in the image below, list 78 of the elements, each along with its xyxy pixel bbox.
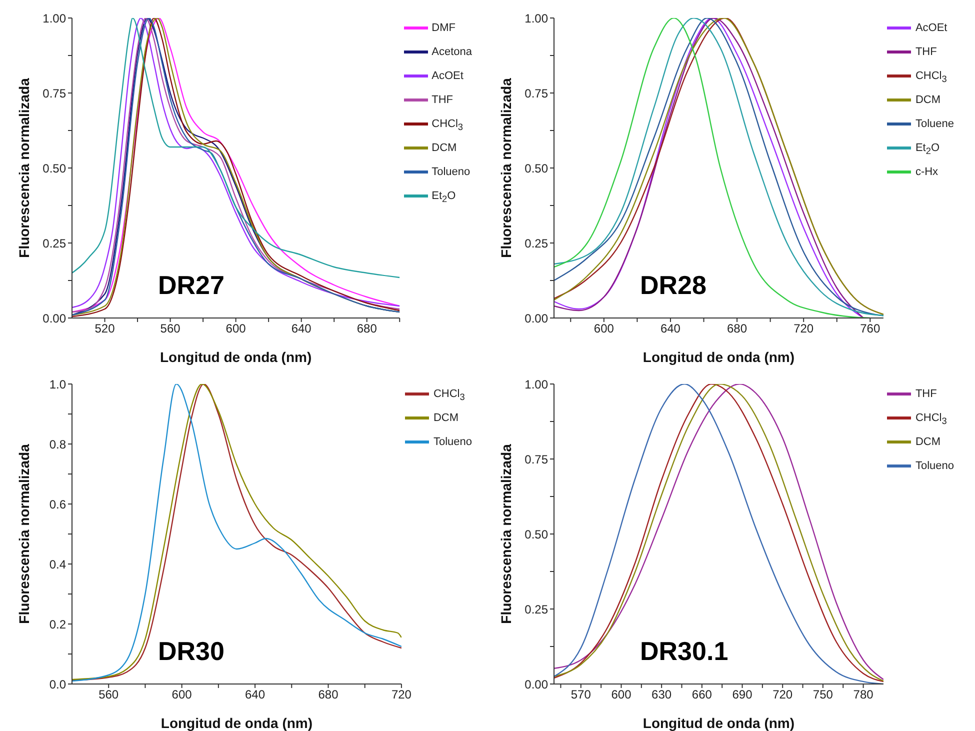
y-tick-label: 1.00 [524,11,548,26]
y-tick-label: 0.75 [524,86,548,100]
legend-label: CHCl$_{3}$ [432,118,463,132]
x-tick-label: 640 [291,322,312,336]
x-tick-label: 680 [356,322,378,336]
x-tick-label: 720 [772,688,793,702]
x-tick-label: 600 [172,688,192,702]
y-axis-title: Fluorescencia normalizada [498,444,514,624]
x-axis-title: Longitud de onda (nm) [160,348,312,365]
legend-label: Acetona [432,46,472,58]
legend-label: CHCl$_{3}$ [915,70,947,84]
x-tick-label: 780 [853,688,874,702]
legend-label: Tolueno [915,460,954,472]
x-tick-label: 640 [660,322,681,336]
legend-label: Tolueno [433,436,472,448]
legend-label: THF [432,94,454,106]
x-tick-label: 600 [594,322,614,336]
x-tick-label: 760 [860,322,880,336]
y-tick-label: 0.25 [42,236,66,250]
x-axis-title: Longitud de onda (nm) [642,348,795,365]
y-tick-label: 0.25 [524,602,548,616]
x-tick-label: 720 [794,322,814,336]
y-tick-label: 0.25 [524,236,548,250]
y-tick-label: 0.75 [42,86,66,100]
legend-label: AcOEt [432,70,464,82]
annotation: DR27 [158,270,224,301]
x-tick-label: 720 [391,688,412,702]
y-tick-label: 0.2 [49,617,66,632]
legend-label: Toluene [915,118,954,130]
y-tick-label: 0.4 [49,557,66,572]
y-tick-label: 1.0 [49,377,66,392]
x-tick-label: 630 [652,688,672,702]
legend-label: c-Hx [915,166,938,178]
legend-label: THF [915,388,937,400]
x-tick-label: 750 [812,688,834,702]
y-tick-label: 0.50 [42,161,66,176]
legend-label: Et$_{2}$O [432,190,456,204]
y-tick-label: 1.00 [524,377,548,392]
x-tick-label: 560 [160,322,181,336]
legend-label: CHCl$_{3}$ [915,412,947,426]
y-tick-label: 1.00 [42,11,66,26]
legend-label: CHCl$_{3}$ [433,388,465,402]
x-tick-label: 600 [226,322,246,336]
legend-label: DCM [432,142,457,154]
legend-label: DCM [915,436,941,448]
x-tick-label: 640 [245,688,266,702]
legend-label: Tolueno [432,166,470,178]
y-tick-label: 0.00 [524,677,548,692]
y-tick-label: 0.50 [524,527,548,542]
y-tick-label: 0.8 [49,437,66,452]
x-tick-label: 560 [98,688,119,702]
legend-label: DMF [432,22,456,34]
annotation: DR30.1 [640,636,728,667]
annotation: DR30 [158,636,224,667]
y-axis-title: Fluorescencia normalizada [16,444,32,624]
y-axis-title: Fluorescencia normalizada [498,78,514,258]
legend-label: DCM [915,94,941,106]
x-tick-label: 570 [570,688,592,702]
x-tick-label: 520 [94,322,116,336]
legend-label: DCM [433,412,459,424]
legend-label: Et$_{2}$O [915,142,940,156]
legend-label: AcOEt [915,22,948,34]
y-tick-label: 0.75 [524,452,548,466]
y-axis-title: Fluorescencia normalizada [16,78,32,258]
y-tick-label: 0.00 [42,311,66,326]
x-axis-title: Longitud de onda (nm) [642,714,795,731]
x-tick-label: 690 [732,688,753,702]
x-tick-label: 680 [727,322,748,336]
x-axis-title: Longitud de onda (nm) [160,714,313,731]
y-tick-label: 0.00 [524,311,548,326]
y-tick-label: 0.0 [49,677,66,692]
x-tick-label: 600 [611,688,632,702]
y-tick-label: 0.50 [524,161,548,176]
x-tick-label: 680 [318,688,339,702]
legend-label: THF [915,46,937,58]
x-tick-label: 660 [692,688,712,702]
annotation: DR28 [640,270,706,301]
y-tick-label: 0.6 [49,497,66,512]
